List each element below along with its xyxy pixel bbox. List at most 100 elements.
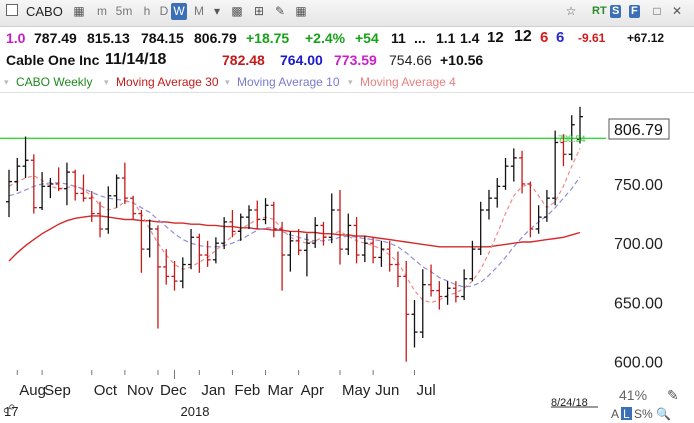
scale-a[interactable]: A (611, 407, 619, 421)
price-bar (113, 174, 120, 208)
price-bar (262, 198, 269, 225)
quote-row: 1.0 787.49 815.13 784.15 806.79 +18.75 +… (0, 27, 694, 49)
quote-field-4: 1.1 (436, 30, 456, 46)
quote-field-2: 11 (391, 30, 406, 46)
scale-pct[interactable]: S% (634, 407, 653, 421)
period-M[interactable]: M (194, 4, 204, 18)
scale-l[interactable]: L (623, 407, 630, 421)
legend-ma4-chevron-icon[interactable]: ▾ (348, 77, 353, 87)
quote-field-8: 6 (540, 29, 549, 46)
price-bar (188, 228, 195, 270)
price-bar (477, 201, 484, 256)
last-price-label: 806.79 (614, 122, 663, 139)
extra-change: +10.56 (440, 52, 484, 68)
price-bar (370, 237, 377, 264)
f-tag[interactable]: F (629, 5, 640, 18)
ma4-value: 773.59 (334, 52, 377, 68)
rt-tag[interactable]: RT (592, 5, 607, 17)
draw-tools-icon[interactable]: ▦ (295, 4, 307, 18)
dropdown-chevron-icon[interactable]: ▾ (213, 4, 221, 18)
x-month-label: Feb (234, 382, 260, 399)
x-month-label: May (342, 382, 371, 399)
study-legend: ▾ CABO Weekly ▾ Moving Average 30 ▾ Movi… (0, 72, 694, 93)
price-bar (163, 249, 170, 285)
price-bar (80, 174, 87, 202)
price-bar (47, 178, 54, 199)
price-bar (394, 251, 401, 288)
scale-log-toggle[interactable] (621, 407, 632, 420)
quote-field-7: 12 (514, 28, 532, 45)
search-icon[interactable]: 🔍 (656, 406, 671, 421)
price-bar (494, 178, 501, 208)
legend-ma4[interactable]: Moving Average 4 (360, 75, 456, 89)
price-bar (485, 189, 492, 220)
draw-pencil-icon[interactable]: ✎ (274, 4, 286, 18)
quote-field-3: ... (414, 30, 426, 46)
period-h[interactable]: h (143, 4, 151, 18)
period-D[interactable]: D (159, 4, 169, 18)
period-W[interactable]: W (171, 3, 187, 20)
price-bar (452, 281, 459, 303)
quote-field-6: 12 (487, 29, 504, 46)
price-bar (63, 162, 70, 206)
add-study-icon[interactable]: ⊞ (253, 4, 265, 18)
price-bar (353, 217, 360, 264)
quote-field-1: +54 (355, 30, 379, 46)
quote-close: 806.79 (194, 30, 237, 46)
legend-weekly[interactable]: CABO Weekly (16, 75, 93, 89)
legend-ma10-chevron-icon[interactable]: ▾ (225, 77, 230, 87)
price-bar (287, 231, 294, 272)
ma30-value: 782.48 (222, 52, 265, 68)
price-bar (229, 210, 236, 238)
legend-chevron-icon[interactable]: ▾ (4, 77, 9, 87)
price-bar (543, 189, 550, 222)
price-bar (510, 148, 517, 182)
symbol-label[interactable]: CABO (26, 4, 63, 19)
price-bar (121, 162, 128, 205)
price-bar (337, 189, 344, 265)
price-bar (30, 154, 37, 214)
price-bar (328, 193, 335, 244)
company-name: Cable One Inc (6, 52, 100, 68)
y-tick-label: 600.00 (614, 355, 663, 372)
y-tick-label: 650.00 (614, 295, 663, 312)
quote-change: +18.75 (246, 30, 290, 46)
price-bar (535, 205, 542, 234)
edit-pencil-icon[interactable]: ✎ (667, 387, 679, 403)
symbol-checkbox-icon[interactable] (6, 4, 18, 16)
favorite-star-icon[interactable]: ☆ (565, 4, 577, 18)
price-bar (130, 195, 137, 220)
price-bar (14, 157, 21, 192)
price-bar (469, 240, 476, 282)
price-bar (196, 233, 203, 273)
period-5m[interactable]: 5m (115, 4, 133, 18)
price-bar (6, 169, 12, 218)
x-year-label: 2018 (181, 404, 210, 419)
chart-settings-icon[interactable]: ▦ (73, 4, 85, 18)
price-bar (254, 200, 261, 229)
legend-ma30-chevron-icon[interactable]: ▾ (104, 77, 109, 87)
price-bar (411, 300, 418, 348)
price-bar (403, 260, 410, 362)
bar-chart-icon[interactable]: ▩ (231, 4, 243, 18)
close-icon[interactable]: ✕ (671, 4, 683, 18)
price-bar (419, 269, 426, 339)
period-d[interactable]: m (97, 4, 107, 18)
price-bar (39, 172, 46, 211)
maximize-icon[interactable]: □ (653, 4, 661, 18)
legend-ma30[interactable]: Moving Average 30 (116, 75, 219, 89)
price-bar (519, 150, 526, 194)
last-price-box (608, 118, 670, 140)
price-bar (237, 213, 244, 241)
quote-badge: 1.0 (6, 30, 26, 46)
link-icon[interactable]: ☍ (3, 402, 15, 416)
y-tick-label: 700.00 (614, 236, 663, 253)
price-bar (146, 219, 153, 258)
legend-ma10[interactable]: Moving Average 10 (237, 75, 340, 89)
x-year-label: 17 (4, 404, 18, 419)
s-tag[interactable]: S (610, 5, 622, 18)
price-bar (312, 217, 319, 248)
x-month-label: Jul (416, 382, 435, 399)
price-bar (568, 115, 575, 161)
